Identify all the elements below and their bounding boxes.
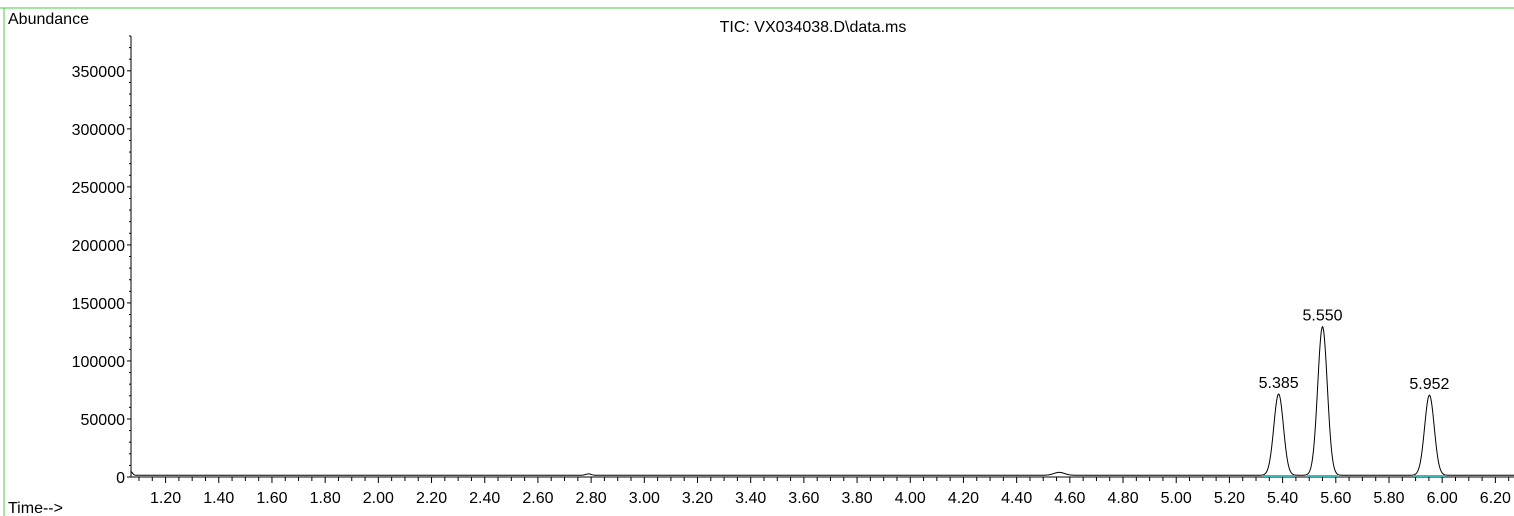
tic-trace bbox=[130, 325, 1514, 476]
x-tick-label: 1.60 bbox=[256, 490, 287, 507]
x-tick-label: 3.20 bbox=[682, 490, 713, 507]
x-tick-label: 5.60 bbox=[1320, 490, 1351, 507]
y-tick-label: 150000 bbox=[72, 296, 125, 313]
y-tick-label: 250000 bbox=[72, 180, 125, 197]
x-tick-label: 4.40 bbox=[1001, 490, 1032, 507]
x-tick-label: 5.80 bbox=[1373, 490, 1404, 507]
x-tick-label: 2.60 bbox=[522, 490, 553, 507]
peak-label: 5.952 bbox=[1409, 376, 1449, 393]
y-tick-label: 50000 bbox=[81, 412, 126, 429]
peak-label: 5.550 bbox=[1302, 307, 1342, 324]
x-tick-label: 5.00 bbox=[1161, 490, 1192, 507]
x-tick-label: 6.00 bbox=[1427, 490, 1458, 507]
x-ticks: 1.20 1.40 1.60 1.80 2.00 2.20 2.40 2.60 2.80 3.00… bbox=[138, 477, 1511, 507]
x-tick-label: 1.80 bbox=[310, 490, 341, 507]
x-tick-label: 1.20 bbox=[150, 490, 181, 507]
x-tick-label: 3.80 bbox=[842, 490, 873, 507]
axes bbox=[130, 36, 1514, 478]
x-tick-label: 2.00 bbox=[363, 490, 394, 507]
chart-title: TIC: VX034038.D\data.ms bbox=[720, 19, 907, 36]
x-tick-label: 1.40 bbox=[203, 490, 234, 507]
x-tick-label: 4.20 bbox=[948, 490, 979, 507]
x-tick-label: 6.20 bbox=[1480, 490, 1511, 507]
y-tick-label: 200000 bbox=[72, 238, 125, 255]
x-tick-label: 2.40 bbox=[469, 490, 500, 507]
x-tick-label: 3.60 bbox=[788, 490, 819, 507]
x-tick-label: 4.00 bbox=[895, 490, 926, 507]
x-tick-label: 3.00 bbox=[629, 490, 660, 507]
x-tick-label: 5.20 bbox=[1214, 490, 1245, 507]
y-tick-label: 300000 bbox=[72, 122, 125, 139]
x-tick-label: 3.40 bbox=[735, 490, 766, 507]
y-tick-label: 0 bbox=[116, 470, 125, 487]
x-tick-label: 4.60 bbox=[1054, 490, 1085, 507]
peak-labels: 5.385 5.550 5.952 bbox=[1259, 307, 1450, 392]
x-tick-label: 2.80 bbox=[576, 490, 607, 507]
x-axis-label: Time--> bbox=[8, 500, 63, 516]
x-tick-label: 5.40 bbox=[1267, 490, 1298, 507]
y-tick-label: 350000 bbox=[72, 64, 125, 81]
y-tick-label: 100000 bbox=[72, 354, 125, 371]
x-tick-label: 2.20 bbox=[416, 490, 447, 507]
y-ticks: 0 50000 100000 150000 200000 250000 300000 3500… bbox=[72, 35, 131, 487]
peak-label: 5.385 bbox=[1259, 375, 1299, 392]
y-axis-label: Abundance bbox=[8, 11, 89, 28]
x-tick-label: 4.80 bbox=[1107, 490, 1138, 507]
